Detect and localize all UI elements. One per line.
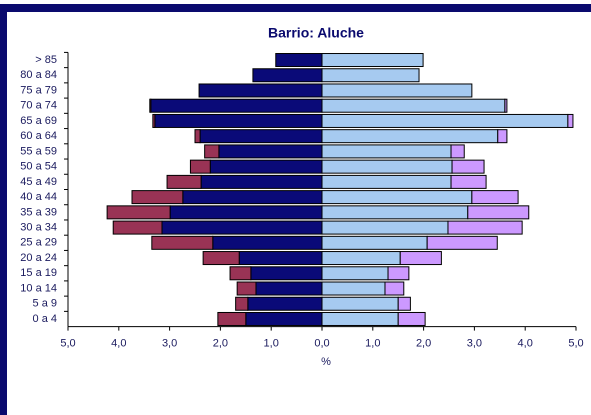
- chart-title: Barrio: Aluche: [268, 25, 364, 41]
- bar: [204, 144, 220, 159]
- y-tick-label: 55 a 59: [20, 145, 57, 157]
- y-tick-label: 35 a 39: [20, 206, 57, 218]
- bar: [217, 311, 247, 326]
- bar: [567, 113, 574, 128]
- x-tick-label: 5,0: [568, 338, 583, 350]
- bar: [200, 174, 323, 189]
- bar: [321, 129, 499, 144]
- y-tick-label: 0 a 4: [33, 313, 57, 325]
- bar: [504, 98, 508, 113]
- bar: [166, 174, 202, 189]
- bar: [247, 296, 323, 311]
- bar: [106, 205, 171, 220]
- bar: [236, 281, 257, 296]
- bar: [451, 159, 485, 174]
- bar: [321, 281, 386, 296]
- bar: [321, 144, 452, 159]
- y-tick-label: 45 a 49: [20, 176, 57, 188]
- bar: [321, 205, 469, 220]
- bar: [387, 266, 410, 281]
- bar: [198, 83, 323, 98]
- y-tick-label: 20 a 24: [20, 252, 57, 264]
- bar: [154, 113, 323, 128]
- bar: [218, 144, 323, 159]
- bar: [497, 129, 508, 144]
- y-tick-label: > 85: [35, 54, 57, 66]
- y-tick-label: 60 a 64: [20, 130, 57, 142]
- y-tick-label: 50 a 54: [20, 161, 57, 173]
- x-tick-label: 4,0: [518, 338, 533, 350]
- bar: [229, 266, 252, 281]
- bar: [397, 311, 426, 326]
- bar: [182, 190, 323, 205]
- x-tick-label: 1,0: [264, 338, 279, 350]
- y-tick-label: 30 a 34: [20, 221, 57, 233]
- bar: [151, 235, 214, 250]
- bar: [321, 296, 399, 311]
- bar: [112, 220, 163, 235]
- bar: [161, 220, 323, 235]
- bar: [447, 220, 523, 235]
- bar: [152, 113, 156, 128]
- x-tick-label: 3,0: [162, 338, 177, 350]
- x-tick-label: 2,0: [213, 338, 228, 350]
- x-tick-label: 0,0: [314, 338, 329, 350]
- bar: [321, 53, 424, 68]
- bar: [399, 251, 442, 266]
- bar: [321, 68, 420, 83]
- bar: [384, 281, 405, 296]
- bar: [321, 251, 401, 266]
- x-axis-label: %: [321, 356, 331, 368]
- bar: [255, 281, 323, 296]
- bar: [321, 190, 473, 205]
- x-tick-label: 2,0: [416, 338, 431, 350]
- frame: [0, 4, 591, 415]
- y-tick-label: 65 a 69: [20, 115, 57, 127]
- bar: [252, 68, 323, 83]
- bar: [250, 266, 323, 281]
- bar: [321, 98, 506, 113]
- y-tick-label: 15 a 19: [20, 267, 57, 279]
- bar: [209, 159, 323, 174]
- bar: [321, 311, 399, 326]
- bar: [321, 220, 449, 235]
- bar: [321, 174, 452, 189]
- bar: [202, 251, 240, 266]
- y-tick-label: 5 a 9: [33, 298, 57, 310]
- x-tick-label: 1,0: [365, 338, 380, 350]
- bar: [426, 235, 498, 250]
- bar: [131, 190, 184, 205]
- bar: [467, 205, 530, 220]
- bar: [212, 235, 323, 250]
- bar: [321, 266, 389, 281]
- y-tick-label: 80 a 84: [20, 69, 57, 81]
- bar: [321, 159, 453, 174]
- bar: [321, 113, 569, 128]
- y-tick-label: 70 a 74: [20, 100, 57, 112]
- bar: [450, 144, 465, 159]
- x-tick-label: 3,0: [467, 338, 482, 350]
- bar: [150, 98, 323, 113]
- bar: [397, 296, 411, 311]
- bar: [199, 129, 323, 144]
- y-tick-label: 40 a 44: [20, 191, 57, 203]
- bar: [194, 129, 201, 144]
- y-tick-label: 10 a 14: [20, 282, 57, 294]
- bar: [450, 174, 487, 189]
- bar: [149, 98, 152, 113]
- bar: [238, 251, 323, 266]
- bar: [245, 311, 323, 326]
- bar: [471, 190, 519, 205]
- y-tick-label: 25 a 29: [20, 237, 57, 249]
- bar: [321, 83, 473, 98]
- bar: [321, 235, 428, 250]
- bar: [235, 296, 249, 311]
- x-tick-label: 4,0: [111, 338, 126, 350]
- bar: [275, 53, 323, 68]
- bar: [169, 205, 323, 220]
- x-tick-label: 5,0: [60, 338, 75, 350]
- bar: [189, 159, 211, 174]
- y-tick-label: 75 a 79: [20, 84, 57, 96]
